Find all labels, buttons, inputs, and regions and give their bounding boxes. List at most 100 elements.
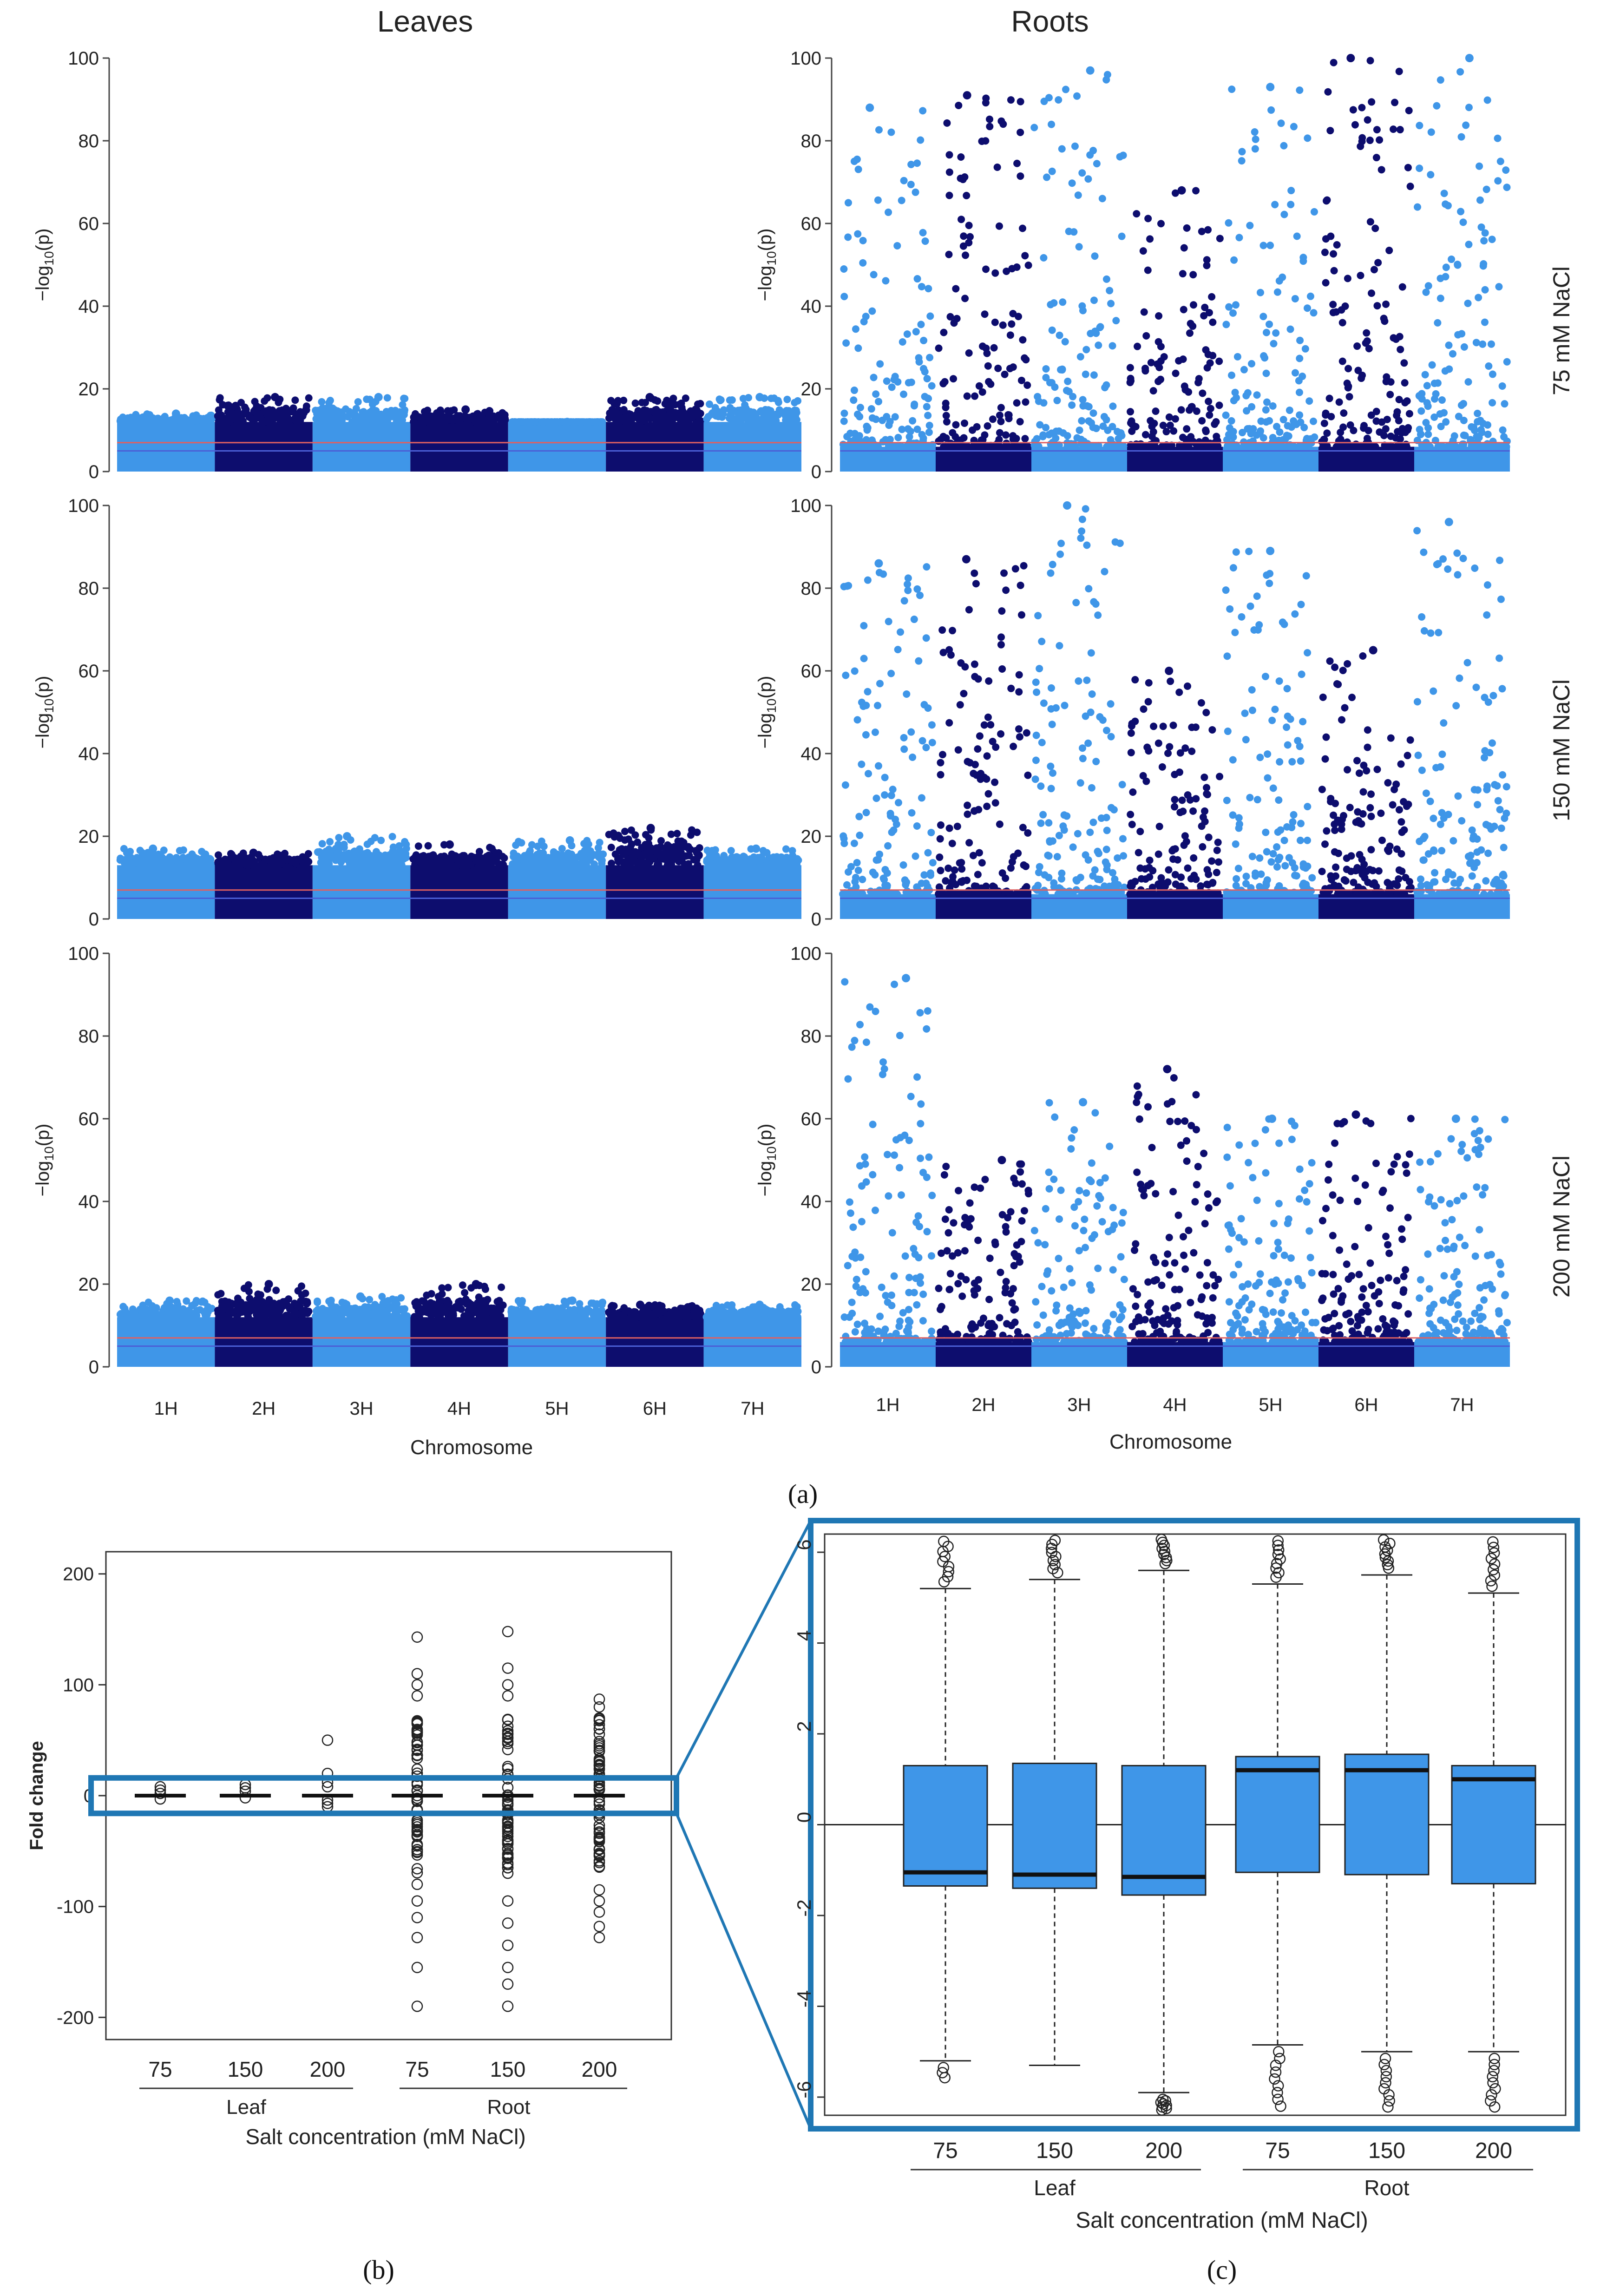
snp-point (876, 890, 884, 898)
snp-point (224, 859, 232, 866)
snp-point (920, 871, 928, 879)
snp-point (1038, 637, 1046, 645)
snp-point (997, 418, 1005, 426)
snp-point (1109, 890, 1116, 898)
snp-point (1272, 329, 1280, 337)
snp-point (1109, 869, 1116, 877)
snp-point (1397, 850, 1405, 858)
snp-point (1420, 548, 1428, 556)
snp-point (1181, 744, 1189, 752)
snp-point (282, 1312, 290, 1319)
snp-point (1107, 700, 1115, 708)
snp-point (1415, 392, 1423, 400)
snp-point (1082, 346, 1090, 354)
snp-point (945, 646, 953, 654)
snp-point (1188, 748, 1196, 755)
snp-point (1203, 262, 1211, 269)
snp-point (534, 842, 542, 850)
snp-point (383, 394, 391, 402)
snp-point (497, 1312, 505, 1320)
snp-point (1417, 407, 1425, 415)
snp-point (963, 442, 971, 450)
snp-point (1310, 309, 1318, 317)
snp-point (1427, 128, 1435, 136)
snp-point (1155, 312, 1163, 320)
snp-point (570, 859, 578, 866)
snp-point (369, 409, 377, 417)
snp-point (974, 871, 982, 879)
snp-point (1207, 405, 1214, 413)
snp-point (466, 856, 473, 864)
snp-point (1332, 863, 1340, 871)
snp-point (1006, 365, 1014, 373)
snp-point (262, 855, 269, 863)
snp-point (1226, 424, 1233, 432)
snp-point (1296, 443, 1304, 451)
snp-point (663, 396, 671, 404)
snp-point (1145, 679, 1153, 687)
snp-point (1473, 848, 1481, 856)
snp-point (1296, 86, 1304, 94)
snp-point (662, 856, 670, 864)
snp-point (623, 846, 631, 854)
snp-point (918, 794, 925, 802)
snp-point (1440, 719, 1448, 727)
snp-point (876, 680, 884, 688)
snp-point (1180, 244, 1188, 252)
snp-point (1072, 599, 1080, 607)
snp-point (1345, 365, 1352, 373)
snp-point (317, 406, 325, 414)
snp-point (136, 416, 144, 424)
snp-point (1335, 437, 1343, 445)
snp-point (245, 1301, 253, 1309)
y-tick-label: 0 (811, 462, 821, 482)
snp-point (438, 1284, 446, 1292)
snp-point (304, 850, 312, 858)
snp-point (1455, 413, 1463, 420)
snp-point (1300, 879, 1308, 887)
snp-point (1488, 236, 1496, 243)
snp-point (1465, 104, 1473, 112)
snp-point (1494, 890, 1502, 898)
snp-point (782, 418, 790, 426)
snp-point (985, 677, 993, 685)
chrom-band-1H (117, 1317, 215, 1367)
snp-point (1214, 839, 1222, 846)
snp-point (1102, 381, 1110, 389)
snp-point (913, 159, 921, 167)
snp-point (881, 791, 889, 799)
snp-point (301, 1306, 309, 1314)
snp-point (1201, 807, 1209, 815)
snp-point (1165, 413, 1173, 421)
snp-point (377, 410, 385, 418)
snp-point (1363, 329, 1371, 337)
chrom-band-4H (410, 865, 508, 919)
snp-point (899, 861, 907, 869)
snp-point (774, 399, 782, 407)
snp-point (1066, 443, 1074, 451)
snp-point (1321, 755, 1329, 763)
snp-point (1179, 807, 1187, 815)
snp-point (1323, 197, 1331, 205)
snp-point (516, 418, 524, 426)
snp-point (326, 396, 334, 404)
snp-point (862, 731, 870, 739)
snp-point (361, 410, 368, 418)
snp-point (900, 177, 908, 184)
snp-point (1262, 828, 1270, 836)
snp-point (1396, 126, 1404, 134)
snp-point (1092, 758, 1100, 766)
snp-point (1273, 423, 1281, 431)
snp-point (1101, 568, 1109, 576)
snp-point (296, 412, 304, 420)
snp-point (966, 233, 974, 241)
snp-point (977, 775, 984, 783)
snp-point (1483, 786, 1491, 794)
snp-point (473, 417, 481, 425)
snp-point (1002, 586, 1010, 594)
snp-point (497, 1306, 505, 1314)
y-tick-label: 100 (68, 496, 99, 516)
snp-point (392, 407, 400, 414)
snp-point (262, 1311, 270, 1319)
